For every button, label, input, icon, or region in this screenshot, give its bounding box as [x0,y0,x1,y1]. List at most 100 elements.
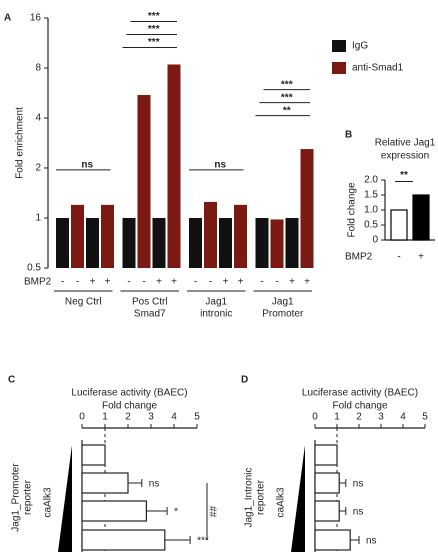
treatment-gradient [58,445,72,552]
y-axis-label: Jag1_Promoter [11,463,22,532]
y-axis-label: reporter [23,479,34,515]
x-tick-label: 1 [334,412,340,423]
factor-level: + [156,277,162,288]
y-tick-label: 1.5 [364,190,378,201]
bar [314,444,338,466]
significance-label: ** [283,105,291,116]
bar [152,218,166,268]
treatment-label: caAlk3 [276,487,287,517]
factor-level: + [90,277,96,288]
bar [137,95,151,269]
error-bar [146,507,168,515]
x-tick-label: 2 [356,412,362,423]
bar [167,64,181,269]
factor-level: - [194,277,197,288]
bar [81,500,148,522]
factor-level: + [289,277,295,288]
x-tick-label: 2 [125,412,131,423]
factor-level: + [105,277,111,288]
x-tick-label: 4 [171,412,177,423]
treatment-label: caAlk3 [43,487,54,517]
y-tick-label: 16 [30,13,42,24]
x-tick-label: 1 [102,412,108,423]
factor-level: - [397,252,400,263]
y-tick-label: 0.5 [364,220,378,231]
factor-label: BMP2 [24,277,52,288]
significance-label: *** [148,11,160,22]
significance-label: ns [366,536,377,547]
significance-label: ns [214,160,226,171]
category-label: Smad7 [134,309,166,320]
x-tick-label: 0 [312,412,318,423]
legend-label: IgG [352,41,368,52]
y-tick-label: 1 [35,213,41,224]
chart-title: Luciferase activity (BAEC) [302,388,418,399]
significance-label: *** [148,37,160,48]
bar [314,529,351,551]
error-bar [339,507,347,515]
x-tick-label: 4 [400,412,406,423]
y-tick-label: 0.5 [27,263,41,274]
chart-title: Fold change [102,401,157,412]
category-label: intronic [200,309,232,320]
factor-level: - [142,277,145,288]
panel-label: A [4,13,11,24]
bar [412,194,430,241]
y-axis-label: Fold change [347,182,358,237]
significance-label: *** [148,24,160,35]
bar [234,204,247,268]
x-tick-label: 0 [79,412,85,423]
chart-title: Luciferase activity (BAEC) [71,388,187,399]
significance-label: ns [81,160,93,171]
error-bar [128,479,143,487]
significance-label: * [174,507,178,518]
significance-label: ** [400,170,408,181]
x-tick-label: 5 [194,412,200,423]
y-tick-label: 8 [35,63,41,74]
factor-level: - [260,277,263,288]
category-label: Promoter [262,309,304,320]
category-label: Pos Ctrl [132,297,168,308]
treatment-gradient [291,445,305,552]
significance-label: ns [149,479,160,490]
significance-label: ns [353,479,364,490]
y-tick-label: 1.0 [364,205,378,216]
y-axis-label: Jag1_Intronic [244,467,255,527]
bar [81,529,166,551]
bar [101,204,114,268]
bar [189,218,202,268]
y-tick-label: 4 [35,113,41,124]
x-tick-label: 5 [422,412,428,423]
bar [71,204,84,268]
bar [81,472,129,494]
error-bar [350,536,360,544]
factor-level: + [171,277,177,288]
significance-label: *** [281,79,293,90]
error-bar [339,479,347,487]
factor-level: - [76,277,79,288]
factor-level: + [304,277,310,288]
bar [314,500,340,522]
panel-label: B [345,130,352,141]
factor-level: - [127,277,130,288]
bar [56,218,69,268]
y-tick-label: 0 [372,235,378,246]
y-axis-label: Fold enrichment [15,107,26,179]
legend-swatch [332,62,346,74]
factor-label: BMP2 [345,252,373,263]
category-label: Jag1 [272,297,294,308]
bar [255,218,269,268]
bar [390,209,408,241]
bar [122,218,136,268]
factor-level: + [238,277,244,288]
factor-level: + [223,277,229,288]
bar [300,149,314,268]
bar [270,219,284,268]
bar [219,218,232,268]
factor-level: - [275,277,278,288]
significance-label: *** [197,536,209,547]
chart-title: Relative Jag1 [375,138,436,149]
factor-level: + [418,252,424,263]
error-bar [164,536,191,544]
category-label: Jag1 [205,297,227,308]
